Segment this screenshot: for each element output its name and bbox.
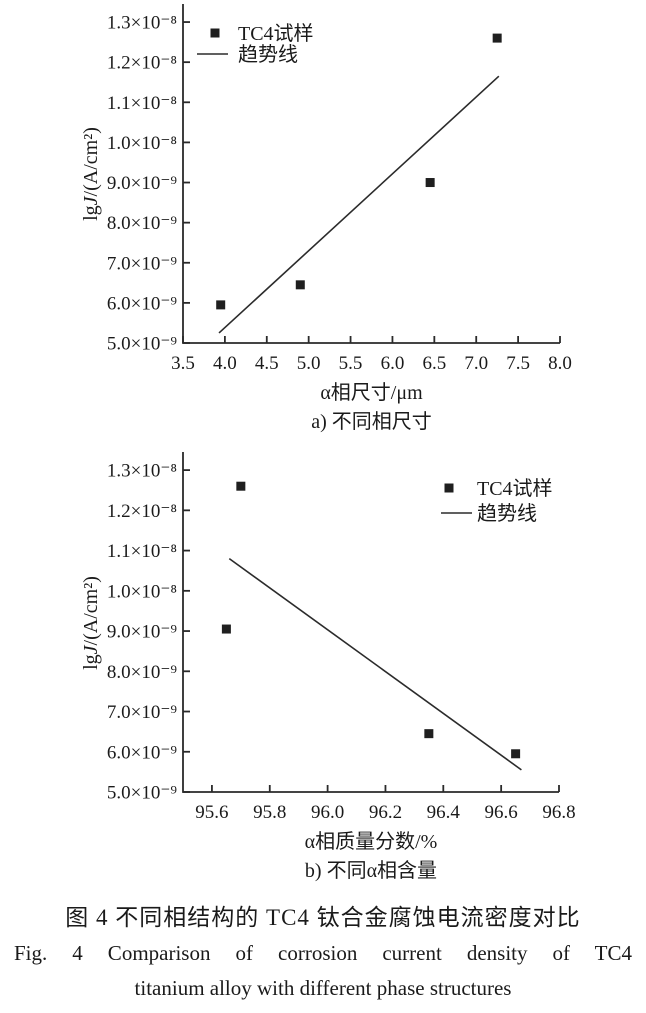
y-tick-label: 9.0×10⁻⁹ (107, 173, 177, 194)
y-tick-label: 7.0×10⁻⁹ (107, 253, 177, 274)
x-tick-label: 4.0 (213, 353, 237, 374)
y-tick-label: 1.0×10⁻⁸ (107, 581, 177, 602)
x-tick-label: 95.8 (253, 802, 286, 823)
y-tick-label: 8.0×10⁻⁹ (107, 213, 177, 234)
x-tick-label: 96.8 (542, 802, 575, 823)
chart-canvas: 3.5 4.0 4.5 5.0 5.5 6.0 6.5 7.0 7.5 8.0 5.0×10⁻⁹ 6.… (80, 4, 572, 433)
y-tick-label: 1.0×10⁻⁸ (107, 133, 177, 154)
y-tick-label: 1.2×10⁻⁸ (107, 53, 177, 74)
subplot-caption: a) 不同相尺寸 (311, 410, 432, 433)
y-axis-title: lgJ/(A/cm²) (80, 127, 102, 221)
legend-label-samples: TC4试样 (238, 22, 314, 45)
y-tick-label: 1.3×10⁻⁸ (107, 13, 177, 34)
data-point-marker (492, 33, 502, 43)
x-tick-label: 4.5 (255, 353, 279, 374)
data-point-marker (236, 481, 246, 491)
x-axis-title: α相质量分数/% (305, 830, 438, 853)
data-point-marker (511, 749, 521, 759)
subplot-caption: b) 不同α相含量 (305, 859, 437, 882)
x-tick-label: 8.0 (548, 353, 572, 374)
legend-square-icon (210, 28, 220, 38)
figure-caption-en-line2: titanium alloy with different phase stru… (134, 976, 512, 1000)
data-point-marker (295, 280, 305, 290)
x-tick-label: 5.5 (339, 353, 363, 374)
y-tick-label: 6.0×10⁻⁹ (107, 293, 177, 314)
y-tick-label: 1.1×10⁻⁸ (107, 541, 177, 562)
y-tick-label: 9.0×10⁻⁹ (107, 622, 177, 643)
x-tick-label: 6.5 (422, 353, 446, 374)
x-tick-label: 96.2 (369, 802, 402, 823)
x-tick-label: 5.0 (297, 353, 321, 374)
chart-b-phase-content: 95.6 95.8 96.0 96.2 96.4 96.6 96.8 5.0×10⁻⁹ 6.0×… (0, 449, 646, 895)
y-tick-label: 8.0×10⁻⁹ (107, 662, 177, 683)
legend-square-icon (444, 483, 454, 493)
chart-a-phase-size: 3.5 4.0 4.5 5.0 5.5 6.0 6.5 7.0 7.5 8.0 5.0×10⁻⁹ 6.… (0, 0, 646, 446)
legend-label-trend: 趋势线 (238, 43, 298, 66)
x-tick-label: 95.6 (195, 802, 228, 823)
figure-caption-zh: 图 4 不同相结构的 TC4 钛合金腐蚀电流密度对比 (65, 905, 581, 930)
data-point-marker (216, 300, 226, 310)
data-point-marker (425, 178, 435, 188)
legend-label-samples: TC4试样 (477, 477, 553, 500)
y-tick-label: 1.2×10⁻⁸ (107, 501, 177, 522)
y-tick-label: 1.1×10⁻⁸ (107, 93, 177, 114)
x-tick-label: 7.0 (464, 353, 488, 374)
chart-canvas: 95.6 95.8 96.0 96.2 96.4 96.6 96.8 5.0×10⁻⁹ 6.0×… (80, 452, 576, 882)
x-tick-label: 96.0 (311, 802, 344, 823)
y-tick-label: 6.0×10⁻⁹ (107, 742, 177, 763)
y-tick-label: 7.0×10⁻⁹ (107, 702, 177, 723)
figure-caption-en-line1: Fig. 4 Comparison of corrosion current d… (14, 941, 632, 965)
x-axis-title: α相尺寸/μm (320, 381, 423, 404)
y-tick-label: 5.0×10⁻⁹ (107, 334, 177, 355)
x-tick-label: 6.0 (381, 353, 405, 374)
y-tick-label: 5.0×10⁻⁹ (107, 783, 177, 804)
trend-line (218, 75, 500, 334)
y-axis-title: lgJ/(A/cm²) (80, 576, 102, 670)
trend-line (228, 557, 522, 771)
x-tick-label: 7.5 (506, 353, 530, 374)
data-point-marker (424, 729, 434, 739)
x-tick-label: 96.6 (485, 802, 518, 823)
y-tick-label: 1.3×10⁻⁸ (107, 461, 177, 482)
x-tick-label: 96.4 (427, 802, 461, 823)
legend-label-trend: 趋势线 (477, 502, 537, 525)
x-tick-label: 3.5 (171, 353, 195, 374)
data-point-marker (221, 624, 231, 634)
